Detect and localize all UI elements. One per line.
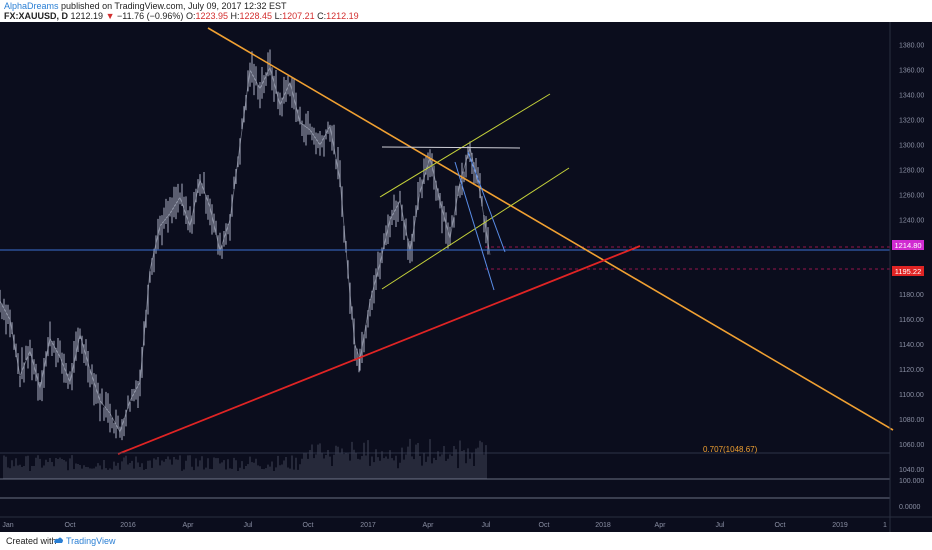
chart-background — [0, 22, 932, 532]
projection-line-2[interactable] — [467, 151, 506, 253]
y-tick-label: 1040.00 — [899, 467, 924, 474]
volume-tick-label: 0.0000 — [899, 504, 921, 511]
x-tick-label: Apr — [183, 522, 195, 529]
resistance-line[interactable] — [381, 146, 521, 149]
y-tick-label: 1140.00 — [899, 342, 924, 349]
tradingview-link[interactable]: TradingView — [66, 536, 116, 546]
price-change: −11.76 (−0.96%) — [117, 11, 184, 21]
open-value: 1223.95 — [195, 11, 228, 21]
y-tick-label: 1160.00 — [899, 317, 924, 324]
volume-axis: 100.000 0.0000 — [899, 478, 924, 511]
publish-info: AlphaDreams published on TradingView.com… — [4, 1, 287, 11]
price-series — [0, 49, 491, 441]
y-tick-label: 1060.00 — [899, 442, 924, 449]
volume-tick-label: 100.000 — [899, 478, 924, 485]
author-link[interactable]: AlphaDreams — [4, 1, 59, 11]
x-tick-label: Oct — [539, 522, 550, 529]
y-tick-label: 1320.00 — [899, 117, 924, 124]
publish-text: published on TradingView.com, July 09, 2… — [61, 1, 287, 11]
x-tick-label: 1 — [883, 522, 887, 529]
open-label: O: — [185, 11, 196, 21]
projection-line-1[interactable] — [454, 161, 495, 291]
y-tick-label: 1280.00 — [899, 167, 924, 174]
x-tick-label: 2016 — [120, 522, 136, 529]
close-value: 1212.19 — [326, 11, 359, 21]
x-tick-label: 2018 — [595, 522, 611, 529]
close-label: C: — [317, 11, 327, 21]
x-tick-label: Oct — [65, 522, 76, 529]
low-value: 1207.21 — [282, 11, 315, 21]
high-value: 1228.45 — [239, 11, 273, 21]
current-price-box — [892, 240, 924, 250]
support-price-box — [892, 266, 924, 276]
y-tick-label: 1360.00 — [899, 67, 924, 74]
last-price: 1212.19 — [70, 11, 104, 21]
x-tick-label: Apr — [655, 522, 667, 529]
y-tick-label: 1100.00 — [899, 392, 924, 399]
price-chart[interactable]: 0.707(1048.67) 1380.00 1360.00 1340.00 1320… — [0, 22, 932, 532]
x-tick-label: Jul — [244, 522, 253, 529]
symbol-label[interactable]: FX:XAUUSD, D — [4, 11, 69, 21]
y-tick-label: 1340.00 — [899, 92, 924, 99]
x-tick-label: Apr — [423, 522, 435, 529]
y-tick-label: 1300.00 — [899, 142, 924, 149]
y-tick-label: 1240.00 — [899, 217, 924, 224]
x-tick-label: Oct — [775, 522, 786, 529]
x-tick-label: Jul — [482, 522, 491, 529]
volume-bars — [3, 438, 487, 479]
support-price-label: 1195.22 — [895, 267, 922, 276]
fib-label: 0.707(1048.67) — [703, 445, 758, 454]
y-tick-label: 1380.00 — [899, 42, 924, 49]
down-arrow-icon: ▼ — [105, 11, 115, 21]
ohlc-legend: FX:XAUUSD, D 1212.19 ▼ −11.76 (−0.96%) O… — [4, 11, 359, 21]
chart-header: AlphaDreams published on TradingView.com… — [0, 0, 932, 22]
x-tick-label: 2019 — [832, 522, 848, 529]
high-label: H: — [230, 11, 240, 21]
created-with-text: Created with — [6, 536, 57, 546]
current-price-label: 1214.80 — [894, 241, 921, 250]
y-tick-label: 1120.00 — [899, 367, 924, 374]
channel-upper[interactable] — [379, 93, 551, 198]
footer: Created with TradingView — [0, 532, 932, 550]
price-line — [0, 66, 491, 434]
y-tick-label: 1260.00 — [899, 192, 924, 199]
orange-trendline[interactable] — [207, 27, 894, 431]
x-tick-label: Jul — [716, 522, 725, 529]
x-tick-label: Jan — [2, 522, 13, 529]
tradingview-logo-icon — [54, 537, 63, 543]
y-tick-label: 1180.00 — [899, 292, 924, 299]
x-tick-label: Oct — [303, 522, 314, 529]
x-tick-label: 2017 — [360, 522, 376, 529]
y-tick-label: 1080.00 — [899, 417, 924, 424]
time-axis[interactable]: Jan Oct 2016 Apr Jul Oct 2017 Apr Jul Oct 2018 Apr J… — [2, 522, 887, 529]
red-trendline[interactable] — [117, 245, 641, 455]
low-label: L: — [274, 11, 283, 21]
